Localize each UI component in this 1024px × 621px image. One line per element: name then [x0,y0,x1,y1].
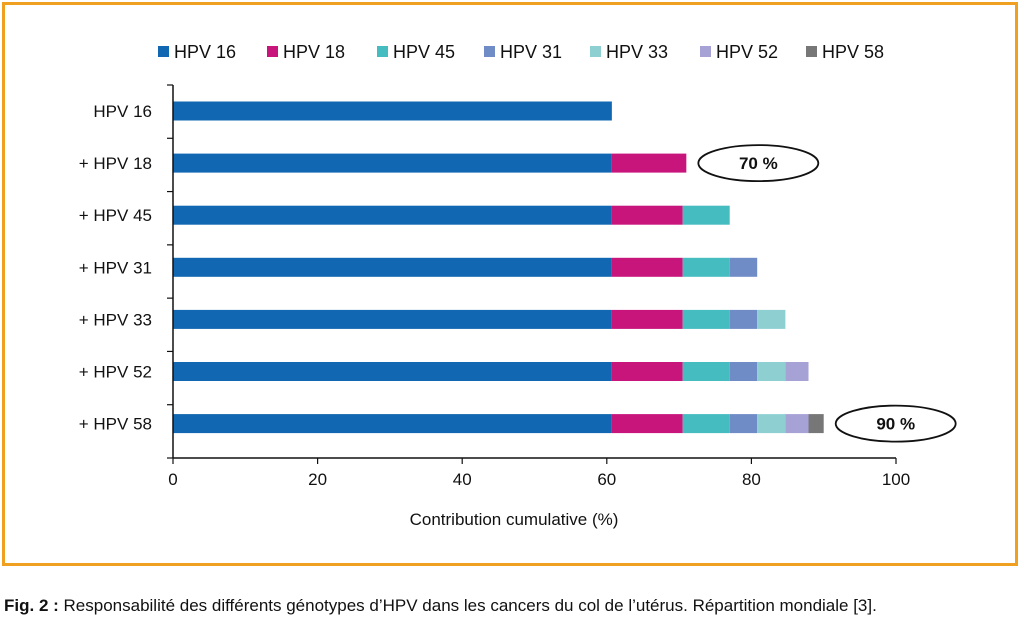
legend-label: HPV 16 [174,42,236,62]
legend-swatch [484,46,495,57]
bar-segment [729,309,758,329]
legend-item: HPV 45 [377,42,455,62]
bar-segment [173,414,612,434]
legend-item: HPV 31 [484,42,562,62]
legend-swatch [158,46,169,57]
legend-swatch [377,46,388,57]
callout-label: 70 % [739,154,778,173]
caption-label: Fig. 2 : [4,596,59,615]
bar-segment [682,205,730,225]
figure-caption: Fig. 2 : Responsabilité des différents g… [4,596,877,616]
x-axis-title: Contribution cumulative (%) [410,510,619,529]
axes: HPV 16 + HPV 18 + HPV 45 + HPV 31 + HPV 33 + … [79,84,910,489]
legend-swatch [700,46,711,57]
x-tick-label: 40 [453,470,472,489]
bar-segment [808,414,824,434]
legend-label: HPV 18 [283,42,345,62]
callout-ellipse [697,144,820,183]
bar-segment [682,309,730,329]
bar-segment [729,362,758,381]
legend-swatch [806,46,817,57]
category-label: + HPV 33 [79,310,152,329]
callout-label: 90 % [876,415,915,434]
bar-segment [611,153,687,173]
x-tick-label: 60 [597,470,616,489]
legend-swatch [267,46,278,57]
category-label: + HPV 52 [79,363,152,382]
category-label: + HPV 45 [79,206,152,225]
bar-segment [785,362,809,381]
callouts: 70 % 90 % [697,144,957,443]
legend-label: HPV 58 [822,42,884,62]
category-label: + HPV 31 [79,258,152,277]
x-tick-label: 80 [742,470,761,489]
bar-segment [611,309,683,329]
stacked-bar-chart: HPV 16 HPV 18 HPV 45 HPV 31 HPV 33 HPV 52 HPV … [79,42,957,529]
legend-item: HPV 58 [806,42,884,62]
legend-item: HPV 18 [267,42,345,62]
bars [173,101,824,434]
legend-item: HPV 52 [700,42,778,62]
x-tick-label: 100 [882,470,910,489]
legend-label: HPV 33 [606,42,668,62]
bar-segment [611,257,683,277]
legend-item: HPV 33 [590,42,668,62]
bar-segment [173,101,612,121]
x-tick-label: 20 [308,470,327,489]
legend-label: HPV 45 [393,42,455,62]
bar-segment [173,309,612,329]
bar-segment [757,414,786,434]
legend: HPV 16 HPV 18 HPV 45 HPV 31 HPV 33 HPV 52 HPV … [158,42,884,62]
bar-segment [611,362,683,381]
bar-segment [757,309,786,329]
bar-segment [682,414,730,434]
caption-text: Responsabilité des différents génotypes … [63,596,877,615]
bar-segment [173,362,612,381]
bar-segment [173,205,612,225]
category-label: + HPV 18 [79,154,152,173]
bar-segment [729,414,758,434]
legend-label: HPV 52 [716,42,778,62]
bar-segment [729,257,758,277]
callout: 70 % [697,144,820,183]
bar-segment [173,257,612,277]
legend-label: HPV 31 [500,42,562,62]
bar-segment [173,153,612,173]
callout: 90 % [834,404,957,443]
figure-frame [2,2,1018,566]
legend-item: HPV 16 [158,42,236,62]
bar-segment [757,362,786,381]
bar-segment [682,257,730,277]
category-label: HPV 16 [93,102,152,121]
x-tick-label: 0 [168,470,177,489]
bar-segment [611,414,683,434]
bar-segment [785,414,809,434]
callout-ellipse [834,404,957,443]
legend-swatch [590,46,601,57]
bar-segment [682,362,730,381]
bar-segment [611,205,683,225]
category-label: + HPV 58 [79,415,152,434]
